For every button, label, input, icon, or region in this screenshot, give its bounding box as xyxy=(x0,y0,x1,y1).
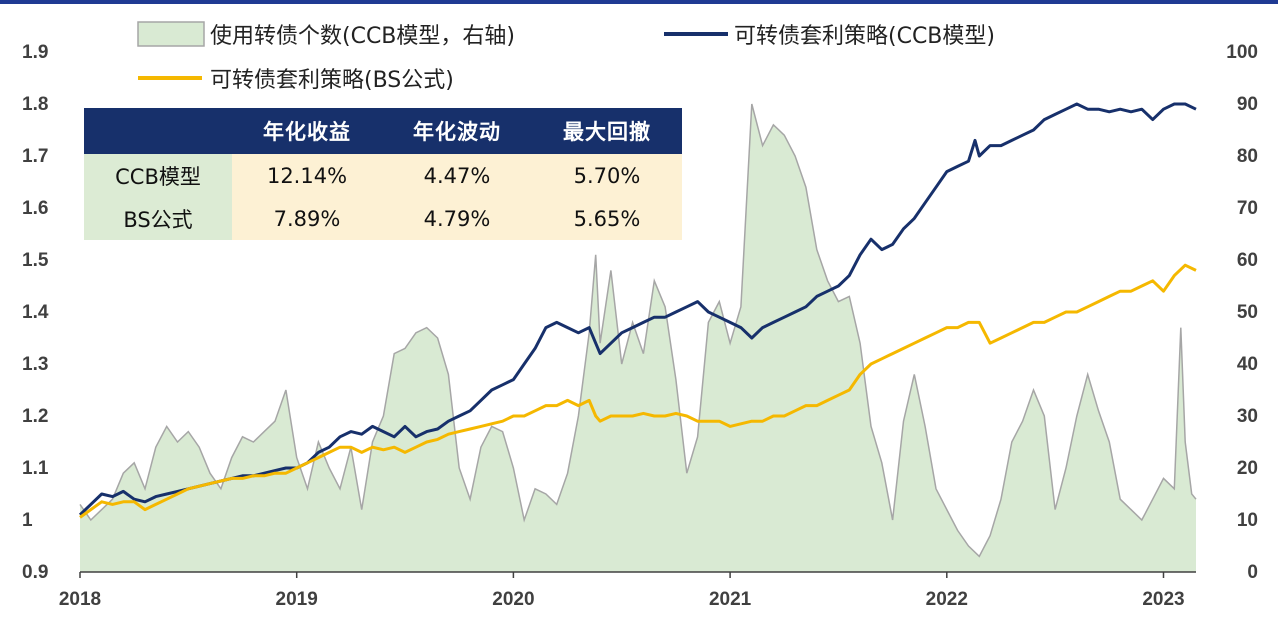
line-series-layer xyxy=(78,102,1197,519)
legend-swatch-area xyxy=(137,21,205,47)
stats-header-row: 年化收益 年化波动 最大回撤 xyxy=(84,108,682,154)
stats-table: 年化收益 年化波动 最大回撤 CCB模型 12.14% 4.47% 5.70% … xyxy=(84,108,682,240)
stats-row-bs: BS公式 7.89% 4.79% 5.65% xyxy=(84,197,682,240)
y-left-tick-label: 1.2 xyxy=(22,406,48,427)
y-left-tick-label: 1.1 xyxy=(22,458,49,479)
legend: 使用转债个数(CCB模型，右轴) 可转债套利策略(CCB模型) 可转债套利策略(… xyxy=(137,21,995,93)
y-right-tick-label: 60 xyxy=(1237,250,1258,271)
x-tick-label: 2020 xyxy=(492,589,534,610)
legend-label-bs: 可转债套利策略(BS公式) xyxy=(210,68,454,93)
y-right-tick-label: 80 xyxy=(1237,146,1258,167)
stats-row-ccb: CCB模型 12.14% 4.47% 5.70% xyxy=(84,154,682,197)
stats-cell-annual-volatility: 4.47% xyxy=(382,154,532,197)
x-tick-label: 2021 xyxy=(709,589,752,610)
y-right-tick-label: 50 xyxy=(1237,302,1258,323)
stats-cell-annual-volatility: 4.79% xyxy=(382,197,532,240)
y-left-tick-label: 1.7 xyxy=(22,146,48,167)
stats-header-annual-return: 年化收益 xyxy=(232,108,382,154)
y-right-tick-label: 100 xyxy=(1226,42,1258,63)
stats-cell-max-drawdown: 5.70% xyxy=(532,154,682,197)
stats-header-max-drawdown: 最大回撤 xyxy=(532,108,682,154)
x-tick-label: 2023 xyxy=(1142,589,1184,610)
legend-label-ccb: 可转债套利策略(CCB模型) xyxy=(734,24,995,49)
stats-header-corner xyxy=(84,108,232,154)
ccb-series-line xyxy=(78,102,1197,516)
x-tick-label: 2018 xyxy=(59,589,101,610)
y-right-tick-label: 10 xyxy=(1237,510,1258,531)
area-series-layer xyxy=(79,103,1197,572)
x-tick-label: 2022 xyxy=(926,589,968,610)
top-rule xyxy=(0,0,1278,4)
stats-cell-max-drawdown: 5.65% xyxy=(532,197,682,240)
y-right-tick-label: 30 xyxy=(1237,406,1258,427)
y-left-tick-label: 1.8 xyxy=(22,94,48,115)
y-right-tick-label: 90 xyxy=(1237,94,1258,115)
y-left-tick-label: 1.6 xyxy=(22,198,48,219)
stats-header-annual-volatility: 年化波动 xyxy=(382,108,532,154)
y-right-tick-label: 40 xyxy=(1237,354,1258,375)
y-left-tick-label: 0.9 xyxy=(22,562,48,583)
y-left-tick-label: 1.3 xyxy=(22,354,48,375)
legend-label-area: 使用转债个数(CCB模型，右轴) xyxy=(210,24,515,49)
stats-row-name: BS公式 xyxy=(84,197,232,240)
stats-cell-annual-return: 7.89% xyxy=(232,197,382,240)
area-series-outline xyxy=(79,103,1197,558)
y-left-tick-label: 1.9 xyxy=(22,42,48,63)
y-left-tick-label: 1.4 xyxy=(22,302,49,323)
stats-row-name: CCB模型 xyxy=(84,154,232,197)
stats-cell-annual-return: 12.14% xyxy=(232,154,382,197)
x-tick-label: 2019 xyxy=(276,589,318,610)
tick-labels: 2018 2019 2020 2021 2022 2023 0.9 1 1.1 1.2 1.3 1.4… xyxy=(22,42,1258,610)
y-right-tick-label: 70 xyxy=(1237,198,1258,219)
y-right-tick-label: 0 xyxy=(1247,562,1258,583)
y-left-tick-label: 1.5 xyxy=(22,250,49,271)
y-left-tick-label: 1 xyxy=(22,510,33,531)
y-right-tick-label: 20 xyxy=(1237,458,1258,479)
bs-series-line xyxy=(79,263,1197,519)
